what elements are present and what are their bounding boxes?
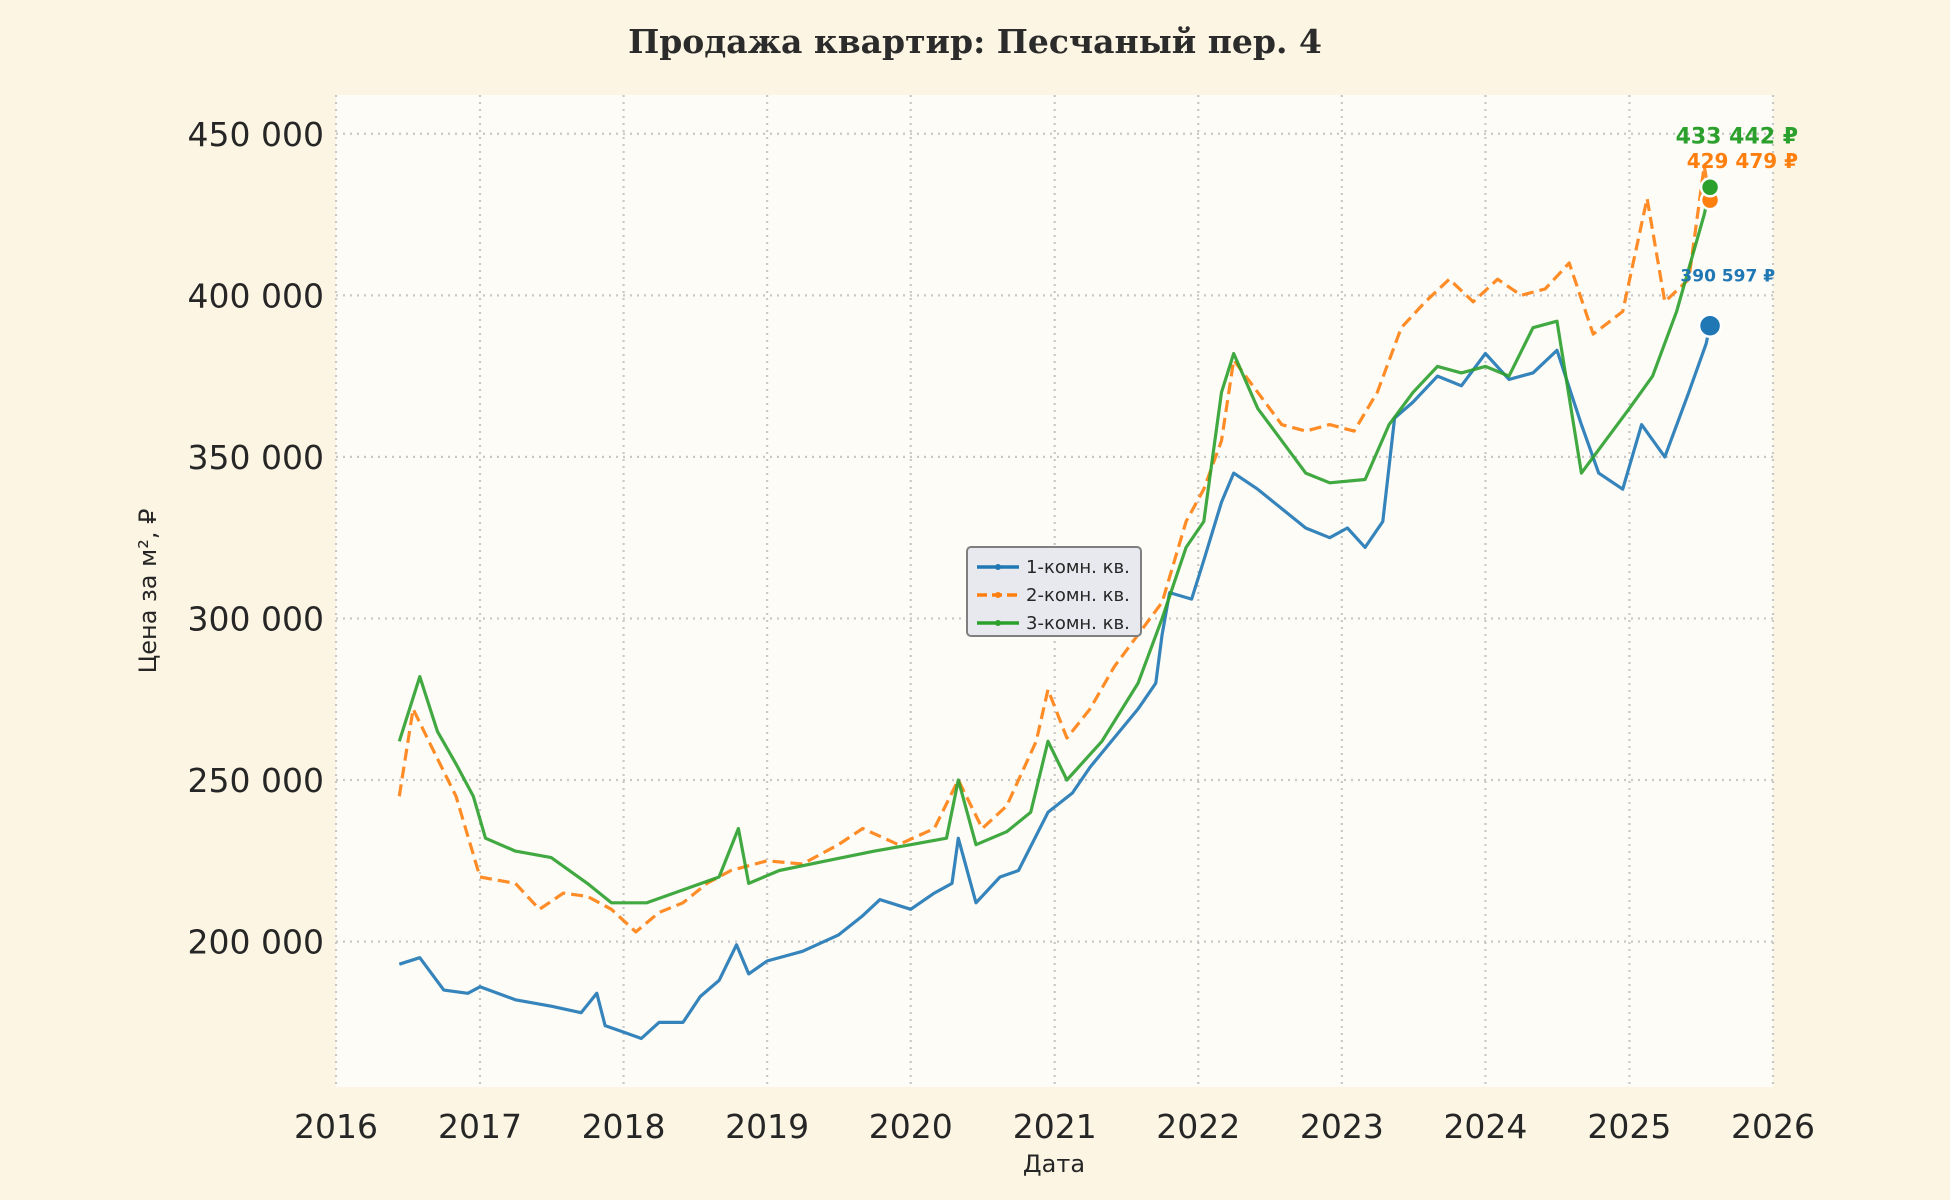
x-tick-label: 2023 bbox=[1300, 1107, 1384, 1146]
y-tick-label: 450 000 bbox=[188, 115, 324, 154]
y-tick-label: 200 000 bbox=[188, 923, 324, 962]
x-tick-label: 2024 bbox=[1443, 1107, 1527, 1146]
series-layer bbox=[397, 164, 1712, 1041]
series-line-3 bbox=[397, 186, 1712, 905]
y-axis: 200 000 250 000 300 000 350 000 400 000 450 0… bbox=[188, 115, 324, 962]
x-tick-label: 2017 bbox=[438, 1107, 522, 1146]
legend-label: 1-комн. кв. bbox=[1026, 557, 1130, 578]
x-axis: 2016 2017 2018 2019 2020 2021 2022 2023 2024 2025… bbox=[294, 1107, 1815, 1146]
legend-label: 2-комн. кв. bbox=[1026, 585, 1130, 606]
legend: 1-комн. кв. 2-комн. кв. 3-комн. кв. bbox=[966, 546, 1142, 637]
x-tick-label: 2019 bbox=[725, 1107, 809, 1146]
legend-marker bbox=[995, 564, 1001, 570]
x-tick-label: 2025 bbox=[1587, 1107, 1671, 1146]
x-axis-label: Дата bbox=[1023, 1150, 1085, 1178]
y-tick-label: 350 000 bbox=[188, 438, 324, 477]
y-tick-label: 400 000 bbox=[188, 276, 324, 315]
annotations: 390 597 ₽ 429 479 ₽433 442 ₽ bbox=[1676, 124, 1798, 338]
end-value-label: 433 442 ₽ bbox=[1676, 124, 1798, 149]
x-tick-label: 2026 bbox=[1731, 1107, 1815, 1146]
x-tick-label: 2018 bbox=[582, 1107, 666, 1146]
x-tick-label: 2016 bbox=[294, 1107, 378, 1146]
x-tick-label: 2021 bbox=[1013, 1107, 1097, 1146]
legend-marker bbox=[995, 592, 1001, 598]
end-value-label: 429 479 ₽ bbox=[1687, 149, 1798, 173]
y-tick-label: 300 000 bbox=[188, 599, 324, 638]
end-marker bbox=[1699, 177, 1721, 198]
legend-label: 3-комн. кв. bbox=[1026, 613, 1130, 634]
x-tick-label: 2020 bbox=[869, 1107, 953, 1146]
y-axis-label: Цена за м², ₽ bbox=[134, 509, 162, 674]
x-tick-label: 2022 bbox=[1156, 1107, 1240, 1146]
legend-marker bbox=[995, 620, 1001, 626]
grid bbox=[334, 95, 1775, 1087]
y-tick-label: 250 000 bbox=[188, 761, 324, 800]
end-value-label: 390 597 ₽ bbox=[1680, 267, 1775, 287]
end-marker bbox=[1697, 313, 1723, 338]
series-line-1 bbox=[398, 325, 1712, 1041]
legend-box bbox=[966, 546, 1142, 637]
chart-title: Продажа квартир: Песчаный пер. 4 bbox=[628, 22, 1322, 61]
